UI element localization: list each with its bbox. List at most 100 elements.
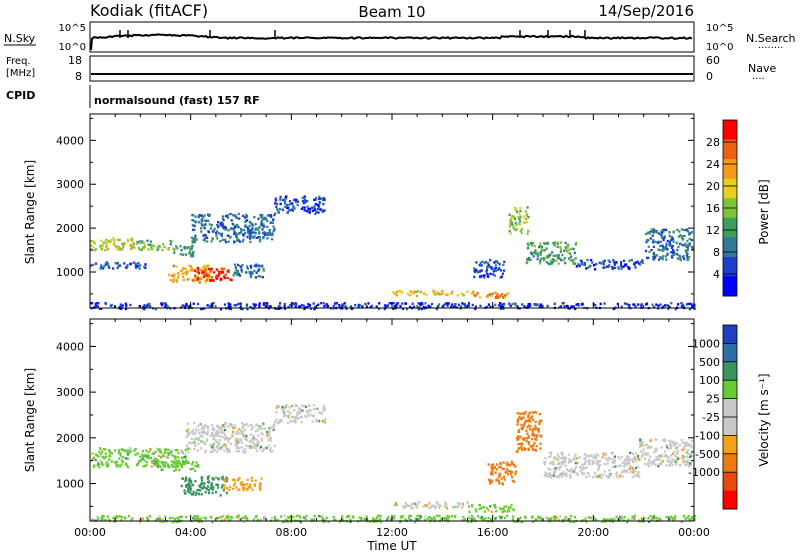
echo-cell <box>264 302 268 305</box>
echo-cell <box>487 478 490 481</box>
echo-cell <box>119 453 122 456</box>
echo-cell <box>287 209 290 212</box>
echo-cell <box>258 488 262 491</box>
echo-cell <box>243 423 246 427</box>
echo-cell <box>226 515 229 519</box>
echo-cell <box>649 514 652 518</box>
echo-cell <box>551 251 554 254</box>
echo-cell <box>211 279 214 282</box>
echo-cell <box>540 435 543 438</box>
echo-cell <box>453 515 456 518</box>
echo-cell <box>544 473 548 476</box>
echo-cell <box>530 437 534 441</box>
echo-cell <box>217 269 220 272</box>
echo-cell <box>417 308 420 311</box>
echo-cell <box>321 419 324 423</box>
echo-cell <box>580 466 584 470</box>
echo-cell <box>207 278 210 281</box>
echo-cell <box>275 406 278 410</box>
echo-cell <box>170 451 173 454</box>
echo-cell <box>533 433 536 436</box>
echo-cell <box>231 435 234 438</box>
echo-cell <box>156 246 159 249</box>
echo-cell <box>229 437 232 440</box>
echo-cell <box>598 459 602 463</box>
echo-cell <box>161 454 164 457</box>
echo-cell <box>625 302 628 306</box>
echo-cell <box>229 307 233 311</box>
echo-cell <box>142 465 145 468</box>
echo-cell <box>306 411 310 415</box>
echo-cell <box>251 272 254 275</box>
echo-cell <box>601 520 604 523</box>
echo-cell <box>206 481 210 484</box>
echo-cell <box>274 197 277 200</box>
echo-cell <box>333 518 336 522</box>
echo-cell <box>455 505 459 509</box>
echo-cell <box>678 254 681 257</box>
echo-cell <box>504 294 507 297</box>
echo-cell <box>229 278 232 281</box>
echo-cell <box>568 460 571 463</box>
echo-cell <box>200 440 203 443</box>
echo-cell <box>689 462 692 465</box>
echo-cell <box>624 463 628 467</box>
echo-cell <box>690 446 693 449</box>
echo-cell <box>688 233 691 236</box>
echo-cell <box>567 453 570 457</box>
echo-cell <box>285 404 288 407</box>
echo-cell <box>655 449 658 452</box>
echo-cell <box>640 517 643 520</box>
echo-cell <box>98 466 101 469</box>
echo-cell <box>204 491 207 494</box>
echo-cell <box>155 460 158 463</box>
echo-cell <box>118 457 121 460</box>
echo-cell <box>247 444 250 448</box>
echo-cell <box>655 231 659 234</box>
echo-cell <box>675 241 678 245</box>
cpid-label: CPID <box>6 89 35 102</box>
echo-cell <box>655 516 658 520</box>
echo-cell <box>321 516 324 520</box>
colorbar-tick-label: -500 <box>695 448 720 461</box>
echo-cell <box>271 450 274 453</box>
echo-cell <box>558 475 561 479</box>
echo-cell <box>608 469 611 472</box>
echo-cell <box>642 451 645 455</box>
echo-cell <box>196 488 199 492</box>
echo-cell <box>207 264 210 267</box>
echo-cell <box>322 405 325 408</box>
echo-cell <box>261 449 264 452</box>
echo-cell <box>258 230 261 233</box>
echo-cell <box>197 519 200 522</box>
echo-cell <box>220 431 223 434</box>
echo-cell <box>507 470 510 473</box>
echo-cell <box>429 305 432 308</box>
echo-cell <box>465 304 468 308</box>
echo-cell <box>160 303 164 307</box>
echo-cell <box>240 268 243 272</box>
echo-cell <box>313 408 316 411</box>
echo-cell <box>500 477 503 480</box>
echo-cell <box>198 221 201 224</box>
echo-cell <box>129 262 132 266</box>
echo-cell <box>185 302 188 306</box>
echo-cell <box>292 515 295 519</box>
echo-cell <box>216 434 219 437</box>
echo-cell <box>521 427 524 431</box>
echo-cell <box>576 461 580 465</box>
echo-cell <box>480 264 483 267</box>
echo-cell <box>652 230 655 233</box>
echo-cell <box>237 440 240 443</box>
echo-cell <box>176 247 179 250</box>
echo-cell <box>515 223 518 226</box>
echo-cell <box>217 221 220 224</box>
echo-cell <box>675 458 678 462</box>
echo-cell <box>236 446 239 449</box>
echo-cell <box>487 509 490 512</box>
echo-cell <box>101 515 104 518</box>
echo-cell <box>512 463 515 467</box>
echo-cell <box>661 236 664 239</box>
echo-cell <box>526 247 530 250</box>
echo-cell <box>92 240 95 243</box>
